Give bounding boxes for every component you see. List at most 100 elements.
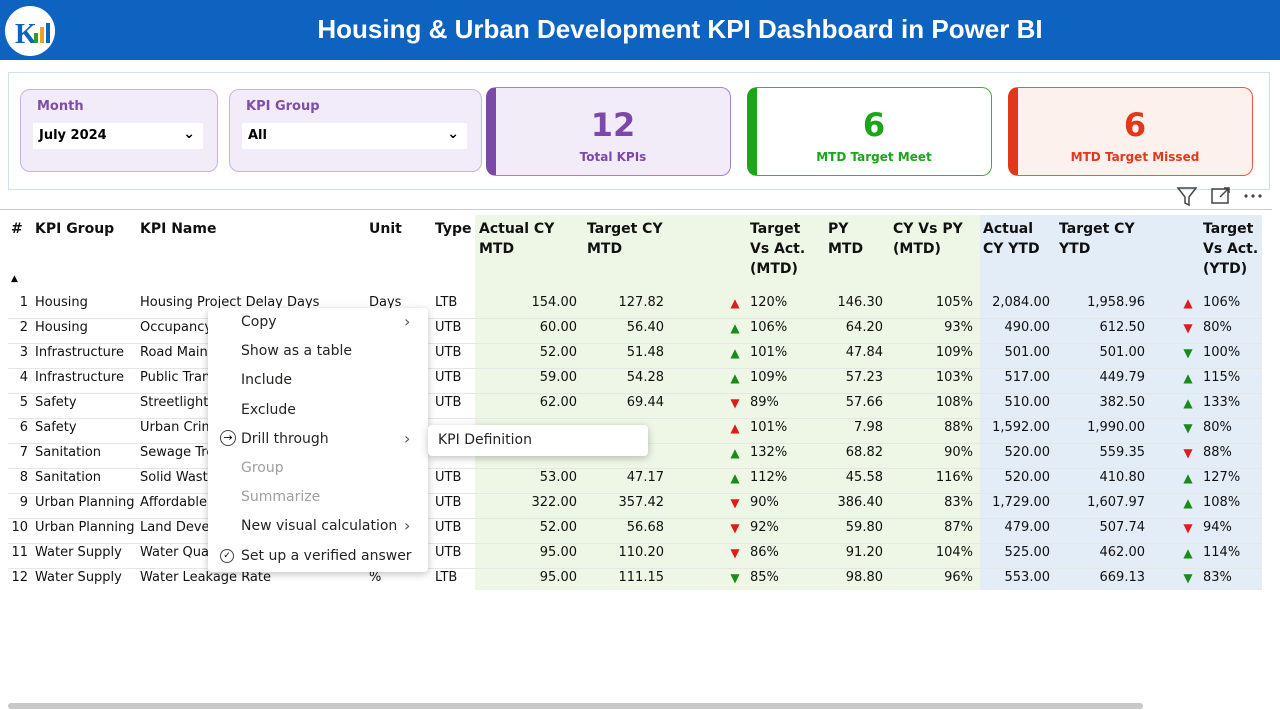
status-icon: ▲ [1183,396,1193,410]
status-icon: ▼ [1183,321,1193,335]
menu-item[interactable]: Set up a verified answer [241,547,412,564]
table-cell: LTB [435,570,458,585]
row-divider [8,568,1262,569]
table-cell: 507.74 [1099,520,1146,535]
table-cell: 154.00 [531,295,578,310]
menu-item[interactable]: Exclude [241,401,296,418]
table-cell: 51.48 [626,345,664,360]
table-cell: 80% [1203,420,1232,435]
table-cell: LTB [435,295,458,310]
table-cell: UTB [435,495,462,510]
table-cell: 88% [944,420,973,435]
card-label: MTD Target Missed [1070,150,1200,164]
table-cell: Public Trans [140,370,217,385]
table-cell: 89% [750,395,779,410]
svg-text:K: K [15,19,37,50]
status-icon: ▼ [730,396,740,410]
column-header[interactable]: PY MTD [828,221,864,257]
table-cell: UTB [435,320,462,335]
table-cell: UTB [435,395,462,410]
column-header[interactable]: CY Vs PY (MTD) [893,221,963,257]
table-cell: 7.98 [854,420,883,435]
table-cell: 88% [1203,445,1232,460]
table-cell: 1,729.00 [992,495,1050,510]
menu-item[interactable]: Drill through [241,430,329,447]
table-cell: 69.44 [626,395,664,410]
column-header[interactable]: Target CY MTD [587,221,663,257]
table-cell: 116% [935,470,973,485]
column-header[interactable]: Type [435,221,472,237]
table-cell: 479.00 [1004,520,1051,535]
scrollbar[interactable] [8,703,1143,709]
status-icon: ▼ [1183,521,1193,535]
table-cell: 56.40 [626,320,664,335]
table-cell: 520.00 [1004,470,1051,485]
menu-item[interactable]: Include [241,372,292,389]
column-header[interactable]: Actual CY YTD [983,221,1040,257]
table-cell: 52.00 [539,345,577,360]
table-cell: 101% [750,420,788,435]
table-cell: 68.82 [845,445,883,460]
column-header[interactable]: # [11,221,23,237]
table-cell: Affordable [140,495,207,510]
menu-item: Summarize [241,489,321,506]
table-cell: 47.84 [845,345,883,360]
table-cell: Housing Project Delay Days [140,295,320,310]
table-cell: 410.80 [1099,470,1146,485]
table-cell: 109% [935,345,973,360]
table-cell: 59.80 [845,520,883,535]
table-cell: 382.50 [1099,395,1146,410]
status-icon: ▲ [730,446,740,460]
table-cell: 10 [11,520,28,535]
column-header[interactable]: Target Vs Act. (MTD) [750,221,806,277]
table-cell: 87% [944,520,973,535]
table-cell: UTB [435,545,462,560]
table-cell: 133% [1203,395,1241,410]
kpi-card: 6 MTD Target Missed [1008,87,1253,176]
sort-indicator: ▲ [11,274,18,284]
table-cell: 57.23 [845,370,883,385]
column-header[interactable]: KPI Group [35,221,115,237]
card-label: MTD Target Meet [816,150,932,164]
status-icon: ▲ [1183,296,1193,310]
table-cell: 53.00 [539,470,577,485]
column-header[interactable]: KPI Name [140,221,217,237]
column-header[interactable]: Target CY YTD [1059,221,1135,257]
status-icon: ▼ [730,571,740,585]
mtd-band [475,215,980,590]
column-header[interactable]: Target Vs Act. (YTD) [1203,221,1259,277]
column-header[interactable]: Unit [369,221,402,237]
menu-item[interactable]: Show as a table [241,343,353,360]
table-cell: 6 [19,420,28,435]
table-cell: 52.00 [539,520,577,535]
table-cell: Sewage Tre [140,445,215,460]
table-cell: 525.00 [1004,545,1051,560]
table-cell: 2,084.00 [992,295,1050,310]
table-cell: 9 [19,495,28,510]
table-cell: Urban Planning [35,495,135,510]
table-cell: 111.15 [618,570,665,585]
table-cell: 449.79 [1099,370,1146,385]
slicer[interactable]: KPI Group All ⌄ [229,89,482,172]
menu-item[interactable]: New visual calculation [241,518,398,535]
column-header[interactable]: Actual CY MTD [479,221,555,257]
slicer-dropdown[interactable]: All ⌄ [242,123,467,149]
table-cell: 86% [750,545,779,560]
table-cell: 501.00 [1004,345,1051,360]
status-icon: ▼ [730,521,740,535]
visual-toolbar[interactable] [1170,184,1270,210]
submenu-item[interactable]: KPI Definition [438,432,532,448]
table-cell: 2 [19,320,28,335]
table-cell: 94% [1203,520,1232,535]
table-cell: 83% [1203,570,1232,585]
menu-item[interactable]: Copy [241,314,277,330]
slicer-dropdown[interactable]: July 2024 ⌄ [33,123,203,149]
table-cell: 127.82 [618,295,665,310]
row-divider [8,343,1262,344]
table-cell: 3 [19,345,28,360]
status-icon: ▲ [1183,371,1193,385]
table-cell: 101% [750,345,788,360]
table-cell: 105% [935,295,973,310]
slicer[interactable]: Month July 2024 ⌄ [20,89,218,172]
table-cell: 90% [750,495,779,510]
